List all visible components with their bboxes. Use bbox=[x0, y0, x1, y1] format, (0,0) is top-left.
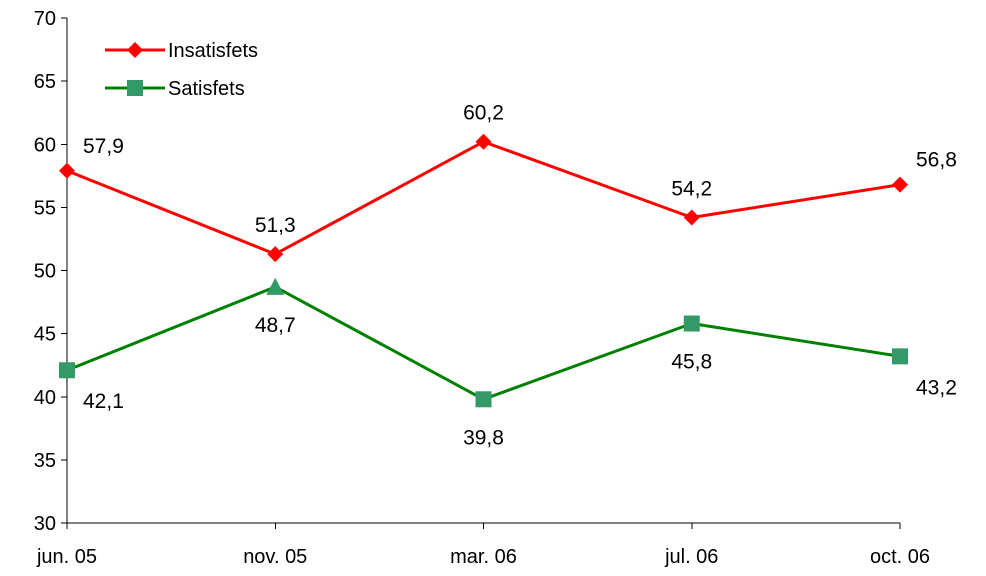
legend-marker-satisfets bbox=[127, 80, 143, 96]
y-tick-label: 65 bbox=[34, 71, 56, 93]
x-tick-label: oct. 06 bbox=[870, 546, 930, 568]
y-tick-label: 55 bbox=[34, 197, 56, 219]
y-tick-label: 60 bbox=[34, 134, 56, 156]
x-tick-label: jun. 05 bbox=[36, 546, 97, 568]
data-point-satisfets bbox=[684, 316, 700, 332]
data-label-satisfets: 39,8 bbox=[463, 426, 504, 449]
data-label-insatisfets: 54,2 bbox=[671, 177, 712, 200]
data-label-insatisfets: 56,8 bbox=[916, 149, 957, 172]
y-tick-label: 45 bbox=[34, 324, 56, 346]
legend-marker-insatisfets bbox=[127, 42, 143, 58]
y-tick-label: 40 bbox=[34, 387, 56, 409]
data-label-satisfets: 43,2 bbox=[916, 376, 957, 399]
data-label-insatisfets: 57,9 bbox=[83, 135, 124, 158]
data-label-insatisfets: 60,2 bbox=[463, 102, 504, 125]
y-tick-label: 50 bbox=[34, 261, 56, 283]
series-line-insatisfets bbox=[67, 142, 900, 254]
x-tick-label: mar. 06 bbox=[450, 546, 517, 568]
data-point-satisfets bbox=[59, 362, 75, 378]
data-point-satisfets bbox=[476, 391, 492, 407]
legend-label-satisfets: Satisfets bbox=[168, 78, 245, 100]
y-tick-label: 35 bbox=[34, 450, 56, 472]
data-label-satisfets: 42,1 bbox=[83, 390, 124, 413]
series-line-satisfets bbox=[67, 287, 900, 399]
data-point-insatisfets bbox=[892, 177, 908, 193]
data-point-insatisfets bbox=[59, 163, 75, 179]
data-label-satisfets: 48,7 bbox=[255, 314, 296, 337]
data-point-insatisfets bbox=[476, 134, 492, 150]
y-tick-label: 70 bbox=[34, 8, 56, 30]
data-point-satisfets bbox=[266, 278, 284, 295]
data-point-satisfets bbox=[892, 348, 908, 364]
data-point-insatisfets bbox=[267, 246, 283, 262]
y-tick-label: 30 bbox=[34, 513, 56, 535]
x-tick-label: nov. 05 bbox=[243, 546, 307, 568]
legend-label-insatisfets: Insatisfets bbox=[168, 40, 258, 62]
x-tick-label: jul. 06 bbox=[664, 546, 718, 568]
data-point-insatisfets bbox=[684, 209, 700, 225]
data-label-insatisfets: 51,3 bbox=[255, 214, 296, 237]
data-label-satisfets: 45,8 bbox=[671, 351, 712, 374]
